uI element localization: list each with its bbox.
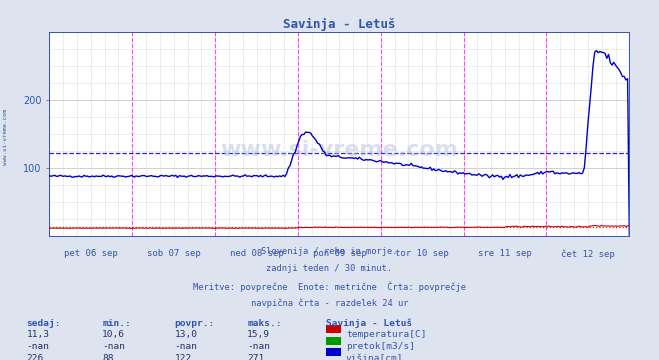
Text: povpr.:: povpr.: [175, 319, 215, 328]
Text: Slovenija / reke in morje.: Slovenija / reke in morje. [261, 247, 398, 256]
Text: pon 09 sep: pon 09 sep [312, 249, 366, 258]
Text: sedaj:: sedaj: [26, 319, 61, 328]
Text: višina[cm]: višina[cm] [346, 354, 403, 360]
Text: pet 06 sep: pet 06 sep [64, 249, 118, 258]
Text: 13,0: 13,0 [175, 330, 198, 339]
Text: -nan: -nan [247, 342, 270, 351]
Text: www.si-vreme.com: www.si-vreme.com [220, 140, 459, 160]
Text: sre 11 sep: sre 11 sep [478, 249, 532, 258]
Text: 15,9: 15,9 [247, 330, 270, 339]
Text: ned 08 sep: ned 08 sep [230, 249, 283, 258]
Text: 226: 226 [26, 354, 43, 360]
Text: čet 12 sep: čet 12 sep [561, 249, 615, 258]
Title: Savinja - Letuš: Savinja - Letuš [283, 18, 395, 31]
Text: navpična črta - razdelek 24 ur: navpična črta - razdelek 24 ur [251, 298, 408, 308]
Text: 122: 122 [175, 354, 192, 360]
Text: 271: 271 [247, 354, 264, 360]
Text: maks.:: maks.: [247, 319, 281, 328]
Text: pretok[m3/s]: pretok[m3/s] [346, 342, 415, 351]
Text: -nan: -nan [175, 342, 198, 351]
Text: sob 07 sep: sob 07 sep [147, 249, 200, 258]
Text: tor 10 sep: tor 10 sep [395, 249, 449, 258]
Text: temperatura[C]: temperatura[C] [346, 330, 426, 339]
Text: Meritve: povprečne  Enote: metrične  Črta: povprečje: Meritve: povprečne Enote: metrične Črta:… [193, 281, 466, 292]
Text: 11,3: 11,3 [26, 330, 49, 339]
Text: Savinja - Letuš: Savinja - Letuš [326, 319, 413, 328]
Text: www.si-vreme.com: www.si-vreme.com [3, 109, 8, 165]
Text: 10,6: 10,6 [102, 330, 125, 339]
Text: 88: 88 [102, 354, 113, 360]
Text: min.:: min.: [102, 319, 131, 328]
Text: zadnji teden / 30 minut.: zadnji teden / 30 minut. [266, 264, 393, 273]
Text: -nan: -nan [26, 342, 49, 351]
Text: -nan: -nan [102, 342, 125, 351]
